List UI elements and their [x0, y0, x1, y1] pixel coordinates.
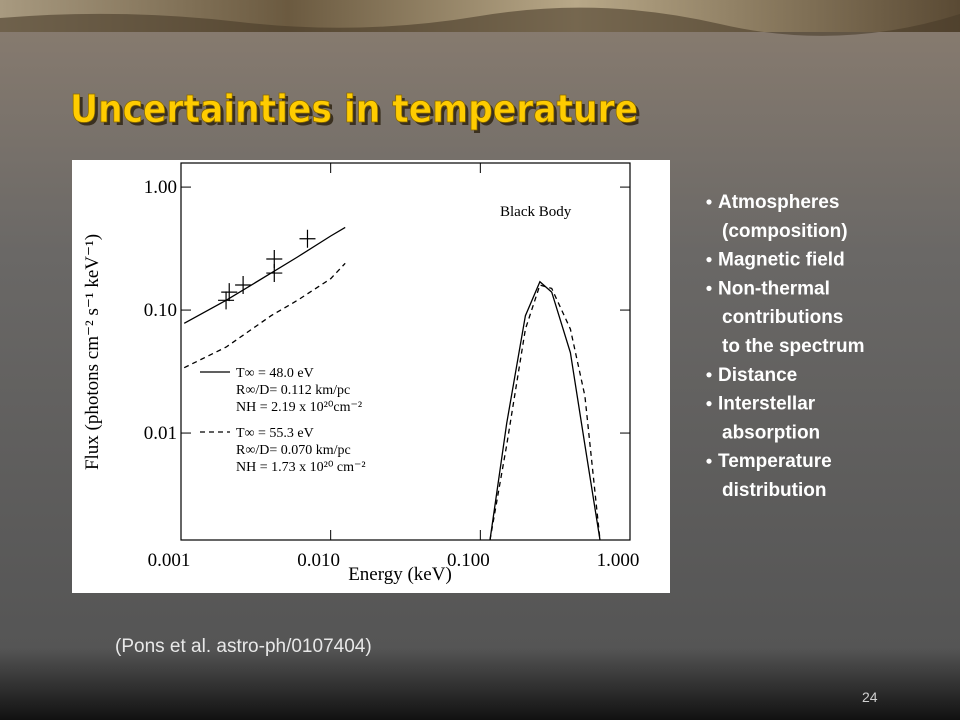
annotation: Black Body [500, 204, 572, 220]
title-shadow: Uncertainties in temperature [73, 90, 641, 134]
x-axis-label: Energy (keV) [348, 564, 452, 585]
page-number: 24 [862, 689, 878, 705]
data-point [221, 283, 238, 302]
header-landscape [0, 7, 960, 36]
bullet-list: Atmospheres (composition) Magnetic field No… [706, 192, 865, 501]
figure-panel [72, 160, 670, 593]
data-point [235, 275, 252, 294]
bullet-text: contributions [722, 307, 843, 328]
x-tick-label: 0.100 [447, 550, 490, 571]
series-line [183, 262, 601, 541]
bullet-text: to the spectrum [722, 336, 865, 357]
y-tick-label: 0.01 [144, 423, 177, 444]
bullet-dot [706, 257, 712, 263]
bullet-text: Distance [718, 365, 797, 386]
series-line [183, 226, 601, 541]
x-tick-label: 1.000 [597, 550, 640, 571]
x-tick-label: 0.010 [297, 550, 340, 571]
data-point [266, 264, 283, 283]
data-point [218, 291, 235, 310]
legend-detail: NH = 2.19 x 10²⁰cm⁻² [236, 400, 362, 415]
bullet-text: Magnetic field [718, 250, 845, 271]
y-tick-label: 1.00 [144, 177, 177, 198]
bullet-dot [706, 199, 712, 205]
plot-frame [180, 162, 631, 541]
legend-detail: R∞/D= 0.070 km/pc [236, 443, 351, 458]
bullet-dot [706, 285, 712, 291]
bullet-text: (composition) [722, 221, 848, 242]
citation: (Pons et al. astro-ph/0107404) [115, 636, 372, 657]
x-tick-label: 0.001 [148, 550, 191, 571]
bullet-text: Non-thermal [718, 278, 830, 299]
bullet-dot [706, 401, 712, 407]
y-axis-label: Flux (photons cm⁻² s⁻¹ keV⁻¹) [82, 234, 103, 470]
slide-title: Uncertainties in temperature [70, 87, 638, 131]
bullet-text: absorption [722, 422, 820, 443]
data-point [299, 229, 316, 248]
bullet-text: Temperature [718, 451, 832, 472]
bullet-dot [706, 458, 712, 464]
chart: 0.001 0.010 0.100 1.000 1.00 0.10 0.01 Energy (… [82, 162, 640, 585]
legend-label: T∞ = 48.0 eV [236, 366, 314, 381]
y-tick-label: 0.10 [144, 300, 177, 321]
bullet-text: distribution [722, 480, 826, 501]
bullet-text: Atmospheres [718, 192, 839, 213]
legend-label: T∞ = 55.3 eV [236, 426, 314, 441]
legend-detail: NH = 1.73 x 10²⁰ cm⁻² [236, 460, 366, 475]
bullet-dot [706, 372, 712, 378]
bullet-text: Interstellar [718, 394, 816, 415]
legend-detail: R∞/D= 0.112 km/pc [236, 383, 350, 398]
